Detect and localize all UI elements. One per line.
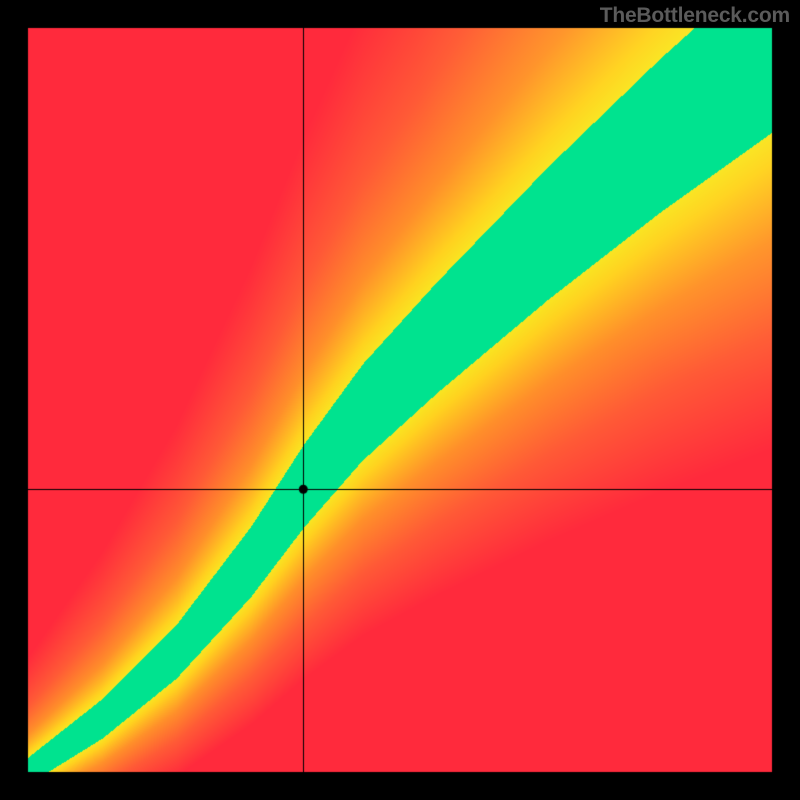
chart-container: TheBottleneck.com	[0, 0, 800, 800]
watermark-text: TheBottleneck.com	[600, 4, 790, 28]
bottleneck-heatmap	[0, 0, 800, 800]
